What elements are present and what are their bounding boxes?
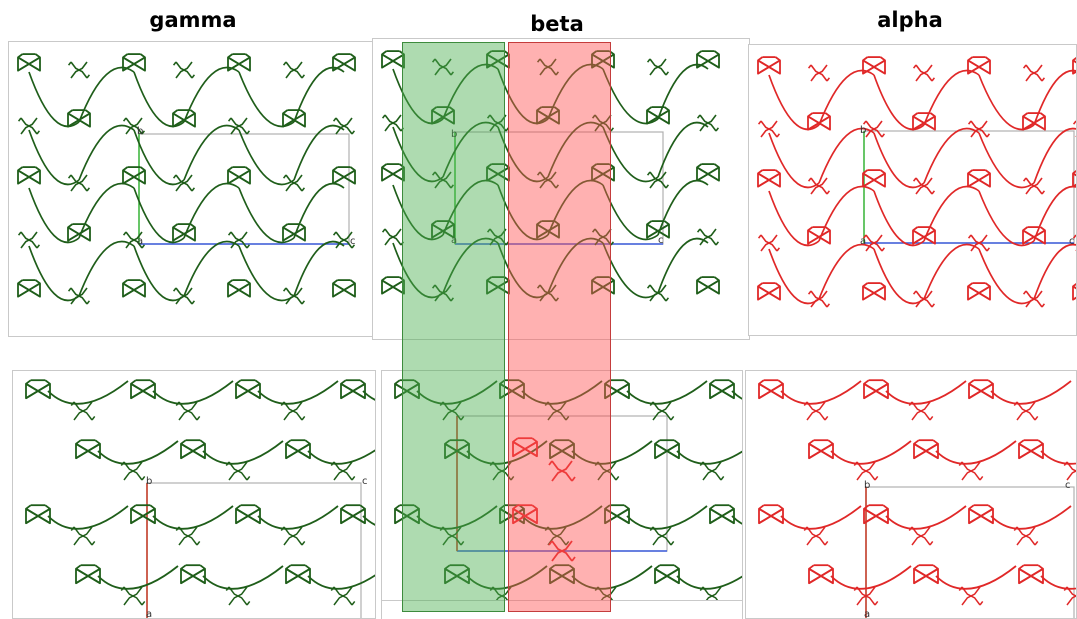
panel-gamma-top: b a c [8, 41, 374, 337]
panel-gamma-bottom: b c a [12, 370, 376, 619]
gamma-top-axis-a: a [137, 236, 144, 247]
alpha-top-axis-b: b [860, 125, 867, 136]
panel-alpha-bottom: b c a [745, 370, 1077, 619]
gamma-bottom-axis-a: a [146, 609, 153, 619]
alpha-bottom-axis-b: b [864, 480, 871, 491]
title-gamma: gamma [149, 8, 237, 32]
beta-bottom-structure [394, 379, 742, 601]
panel-beta-bottom [381, 370, 743, 602]
beta-top-structure [381, 50, 720, 302]
alpha-top-axis-a: a [860, 236, 867, 247]
alpha-bottom-axis-c: c [1065, 480, 1071, 491]
alpha-bottom-structure [758, 379, 1076, 618]
gamma-top-axis-b: b [137, 126, 144, 137]
panel-alpha-top: b a c [748, 44, 1077, 336]
panel-beta-bottom-extra [381, 600, 743, 619]
gamma-bottom-axis-c: c [362, 476, 368, 487]
alpha-bottom-axis-a: a [864, 609, 871, 619]
gamma-top-structure [17, 53, 356, 305]
gamma-top-axis-c: c [350, 236, 356, 247]
gamma-bottom-structure [25, 379, 375, 618]
alpha-top-structure [757, 56, 1076, 308]
beta-top-axis-a: a [451, 235, 458, 246]
title-beta: beta [530, 12, 584, 36]
gamma-bottom-axis-b: b [146, 476, 153, 487]
beta-top-axis-b: b [451, 129, 458, 140]
beta-top-axis-c: c [658, 235, 664, 246]
title-alpha: alpha [877, 8, 943, 32]
panel-beta-top: b a c [372, 38, 750, 340]
alpha-top-axis-c: c [1069, 236, 1075, 247]
